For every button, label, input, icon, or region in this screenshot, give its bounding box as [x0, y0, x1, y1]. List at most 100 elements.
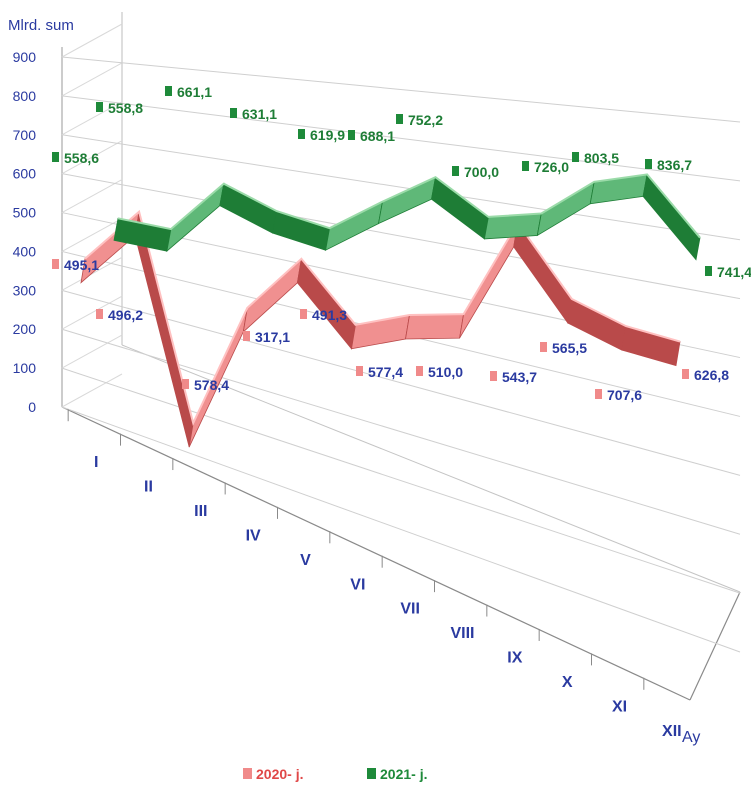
data-label: 577,4	[368, 364, 403, 380]
gridline	[61, 56, 741, 123]
series-line-2021	[117, 173, 701, 239]
data-label-marker	[52, 259, 59, 269]
data-label: 543,7	[502, 369, 537, 385]
data-label-marker	[416, 366, 423, 376]
data-label-marker	[298, 129, 305, 139]
series-segment-2020	[459, 222, 519, 339]
data-label-marker	[705, 266, 712, 276]
x-tick-label: XII	[662, 723, 682, 740]
data-label-marker	[230, 108, 237, 118]
back-wall	[61, 12, 741, 701]
legend-label-2021: 2021- j.	[380, 766, 427, 782]
data-label: 626,8	[694, 367, 729, 383]
legend: 2020- j. 2021- j.	[243, 766, 427, 782]
gridline	[61, 95, 741, 182]
series-segment-2020	[621, 325, 681, 367]
data-label-marker	[522, 161, 529, 171]
data-label: 752,2	[408, 112, 443, 128]
y-tick-label: 700	[13, 127, 37, 143]
gridline-depth	[61, 23, 123, 58]
series-segment-2021	[536, 181, 595, 237]
y-tick-label: 0	[28, 399, 36, 415]
data-label: 631,1	[242, 106, 277, 122]
y-tick-label: 800	[13, 88, 37, 104]
x-tick-label: X	[562, 674, 573, 691]
series-segment-2021	[272, 210, 331, 251]
gridline	[61, 406, 741, 653]
data-label-marker	[182, 379, 189, 389]
x-tick-label: IX	[507, 650, 522, 667]
series-segment-2021	[642, 173, 701, 261]
gridline-depth	[61, 140, 123, 175]
data-label: 836,7	[657, 157, 692, 173]
x-tick-label: VII	[400, 601, 420, 618]
data-labels: 495,1 496,2 578,4 317,1 491,3 577,4 510,0 543,7…	[52, 84, 751, 403]
y-tick-label: 400	[13, 243, 37, 259]
data-label: 688,1	[360, 128, 395, 144]
x-tick-label: VIII	[450, 625, 474, 642]
data-label: 496,2	[108, 307, 143, 323]
data-label-marker	[490, 371, 497, 381]
data-label: 317,1	[255, 329, 290, 345]
data-label: 491,3	[312, 307, 347, 323]
legend-swatch-2020	[243, 768, 252, 779]
gridline	[61, 328, 741, 535]
x-tick-label: IV	[246, 527, 261, 544]
data-label-marker	[165, 86, 172, 96]
series-segment-2020	[296, 257, 356, 350]
series-segment-2020	[513, 221, 573, 325]
floor-edge	[689, 591, 741, 701]
axes: Mlrd. sum Ay	[8, 17, 700, 746]
data-label: 558,6	[64, 150, 99, 166]
legend-swatch-2021	[367, 768, 376, 779]
x-tick-label: VI	[350, 576, 365, 593]
data-label-marker	[645, 159, 652, 169]
data-label-marker	[396, 114, 403, 124]
gridline-depth	[61, 218, 123, 252]
floor-back-edge	[121, 344, 741, 593]
y-tick-label: 600	[13, 166, 37, 182]
y-tick-label: 900	[13, 49, 37, 65]
x-axis-line	[61, 406, 691, 701]
gridline	[61, 289, 741, 476]
data-label: 803,5	[584, 150, 619, 166]
data-label: 700,0	[464, 164, 499, 180]
series-segment-2020	[405, 313, 465, 340]
gridline	[61, 173, 741, 300]
data-label-marker	[96, 309, 103, 319]
data-label-marker	[540, 342, 547, 352]
data-label-marker	[572, 152, 579, 162]
data-label-marker	[595, 389, 602, 399]
data-label: 707,6	[607, 387, 642, 403]
gridline-depth	[61, 62, 123, 97]
series-ribbons	[80, 173, 701, 448]
data-label-marker	[243, 331, 250, 341]
data-label: 510,0	[428, 364, 463, 380]
data-label-marker	[348, 130, 355, 140]
data-label: 558,8	[108, 100, 143, 116]
data-label: 741,4	[717, 264, 751, 280]
y-tick-label: 100	[13, 360, 37, 376]
gridline-depth	[61, 256, 123, 291]
data-label: 619,9	[310, 127, 345, 143]
series-segment-2020	[242, 257, 302, 333]
data-label-marker	[356, 366, 363, 376]
series-segment-2021	[431, 176, 489, 240]
gridline	[61, 134, 741, 241]
x-tick-label: II	[144, 479, 153, 496]
data-label-marker	[96, 102, 103, 112]
gridline-depth	[61, 295, 123, 330]
legend-label-2020: 2020- j.	[256, 766, 303, 782]
gridline-depth	[61, 334, 123, 369]
x-tick-label: III	[194, 503, 207, 520]
y-tick-label: 300	[13, 282, 37, 298]
data-label-marker	[300, 309, 307, 319]
data-label: 565,5	[552, 340, 587, 356]
data-label: 578,4	[194, 377, 229, 393]
y-tick-label: 200	[13, 321, 37, 337]
gridline-depth	[61, 373, 123, 408]
data-label-marker	[682, 369, 689, 379]
y-axis-unit-label: Mlrd. sum	[8, 17, 74, 34]
